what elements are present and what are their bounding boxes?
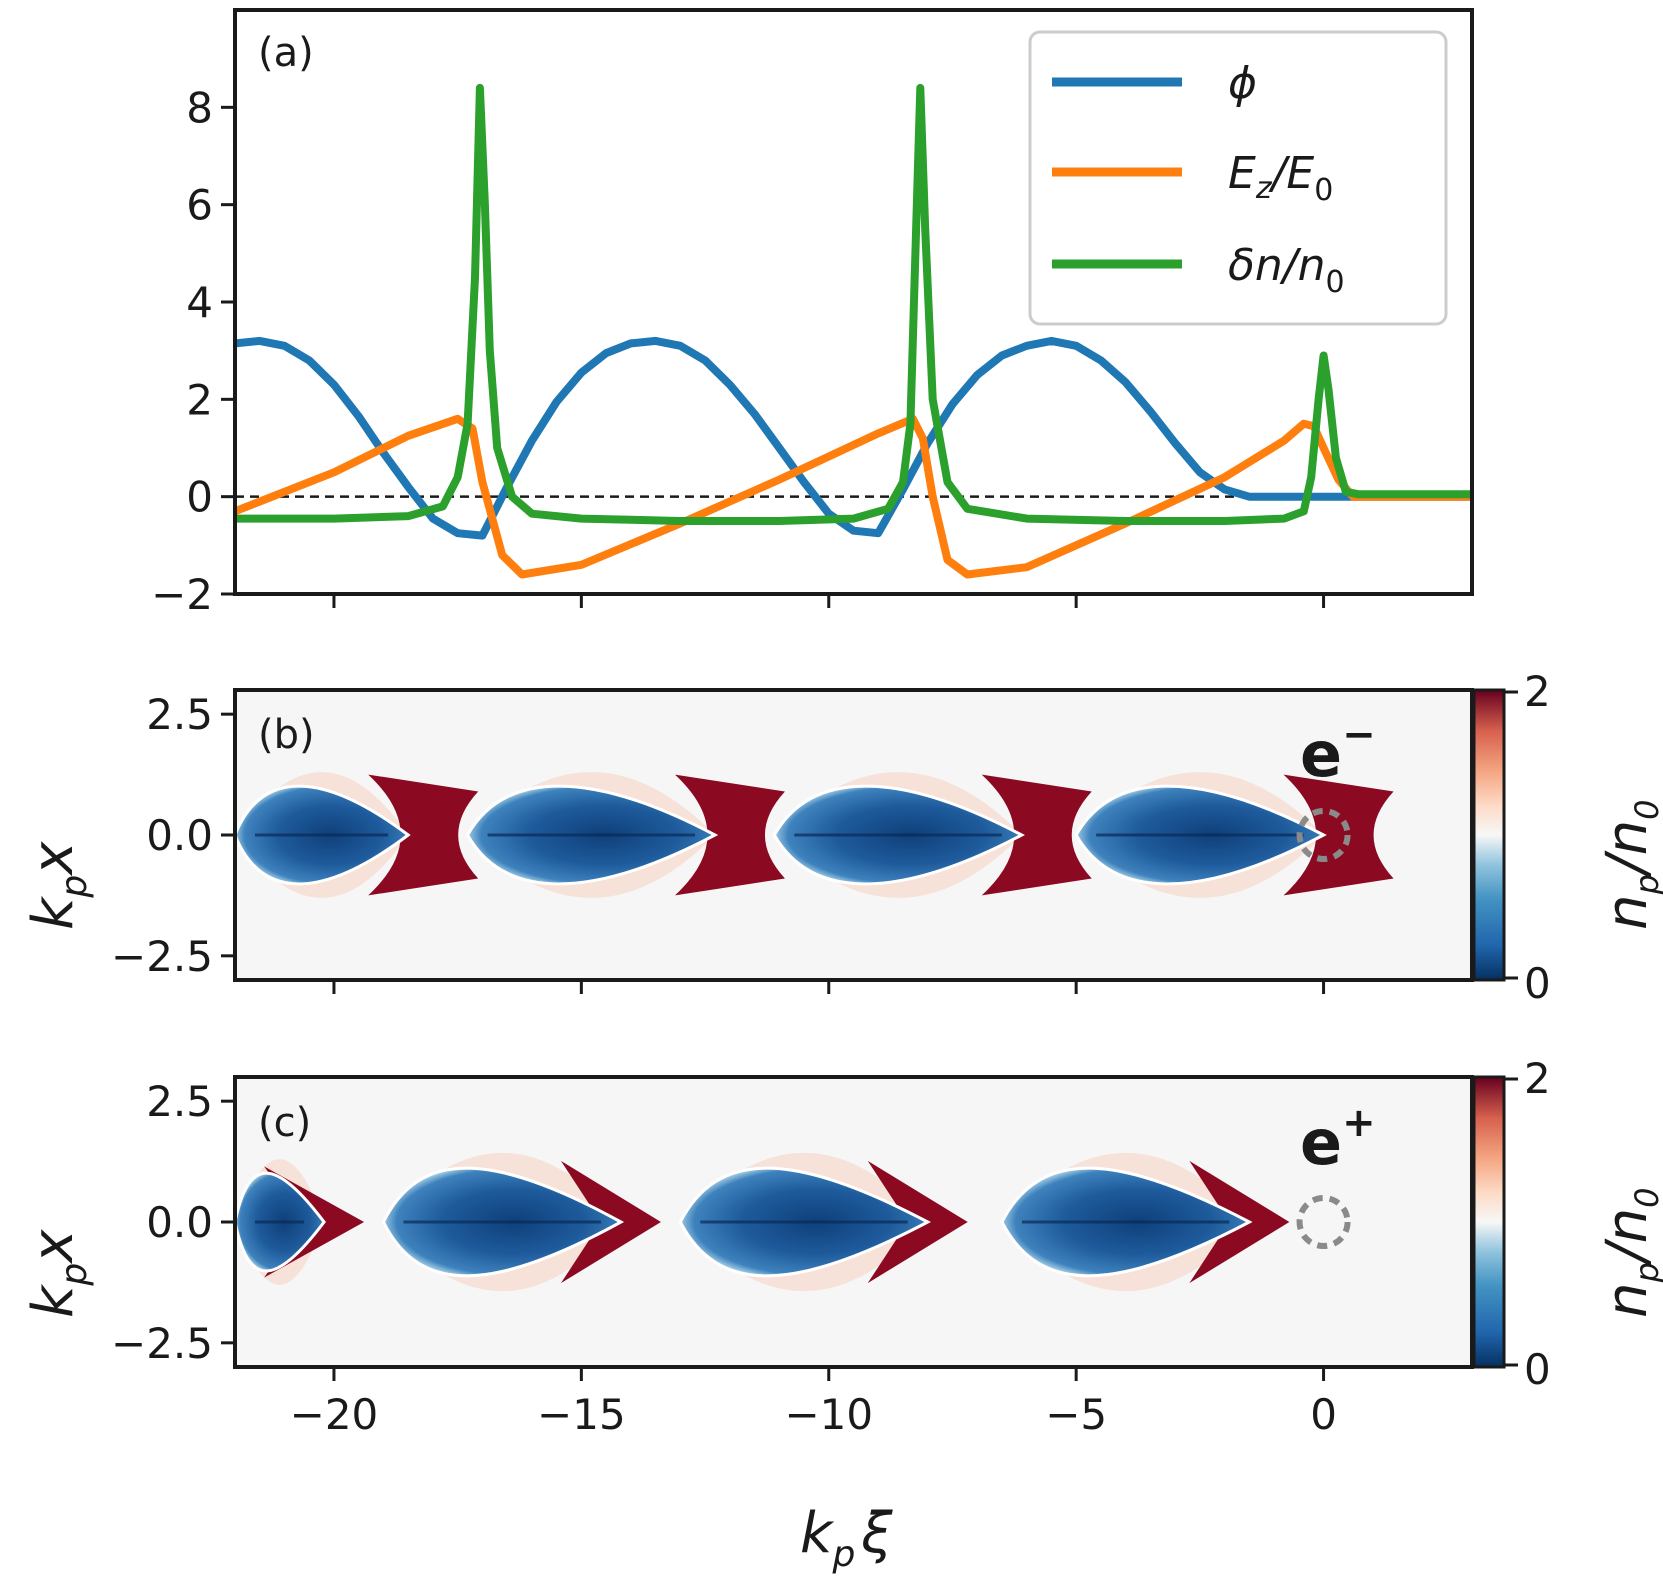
colorbar-b: [1472, 688, 1506, 982]
legend-label-ez: Ez/E0: [1228, 148, 1333, 208]
colorbar-c-label: np/n0: [1595, 1187, 1663, 1318]
species-electron-label: e−: [1300, 712, 1376, 791]
panel-a-ticks: −2 0 2 4 6 8: [151, 83, 1326, 619]
panel-c-xtick-label: −5: [1045, 1390, 1107, 1439]
panel-b-label: (b): [258, 712, 315, 758]
colorbar-c-min: 0: [1524, 1345, 1551, 1394]
legend-label-phi: ϕ: [1228, 58, 1257, 109]
panel-b-sheath-spike: [1283, 774, 1394, 896]
panel-a-ytick-label: 6: [186, 181, 213, 230]
colorbar-b-min: 0: [1524, 959, 1551, 1008]
panel-c-ytick-label: 0.0: [146, 1198, 213, 1247]
legend-label-dn: δn/n0: [1228, 240, 1345, 300]
panel-a-ytick-label: −2: [151, 570, 213, 619]
legend-box: [1028, 30, 1448, 326]
panel-a-ytick-label: 0: [186, 473, 213, 522]
panel-a-label: (a): [258, 30, 314, 76]
panel-a-ytick-label: 2: [186, 375, 213, 424]
panel-b-ytick-label: 0.0: [146, 811, 213, 860]
panel-c-ytick-label: 2.5: [146, 1077, 213, 1126]
panel-b-beam-marker: [1296, 808, 1351, 862]
colorbar-b-label: np/n0: [1595, 799, 1663, 930]
panel-b-sheath-spike: [981, 774, 1092, 896]
panel-a: −2 0 2 4 6 8 (a) ϕ Ez/E0 δn/n0: [151, 8, 1474, 619]
panel-b: 2.5 0.0 −2.5 (b) e− 2 0 np/n0 kpx: [21, 667, 1663, 1008]
panel-b-sheath-spike: [674, 774, 785, 896]
colorbar-c-max: 2: [1524, 1054, 1551, 1103]
panel-c-xtick-label: −20: [290, 1390, 379, 1439]
panel-a-ytick-label: 8: [186, 83, 213, 132]
panel-c-ytick-label: −2.5: [111, 1319, 213, 1368]
panel-c-density-map: [235, 1077, 1472, 1367]
panel-b-sheath-spike: [368, 774, 479, 896]
panel-c-xtick-label: −10: [784, 1390, 873, 1439]
panel-c-beam-marker: [1296, 1195, 1351, 1249]
panel-b-ytick-label: 2.5: [146, 690, 213, 739]
legend: ϕ Ez/E0 δn/n0: [1028, 30, 1448, 326]
panel-c-ylabel: kpx: [21, 1229, 95, 1318]
colorbar-c: [1472, 1075, 1506, 1369]
panel-c: 2.50.0−2.5−20 −15 −10 −5 0 (c) e+ 2 0 np/n0 …: [21, 1054, 1663, 1439]
panel-c-label: (c): [258, 1100, 311, 1146]
colorbar-b-max: 2: [1524, 667, 1551, 716]
panel-b-ticks: 2.5 0.0 −2.5: [111, 690, 1326, 994]
x-axis-label: kp ξ: [800, 1501, 893, 1575]
series-line-dn: [235, 83, 1472, 525]
panel-b-ylabel: kpx: [21, 841, 95, 930]
series-line-phi: [235, 336, 1472, 540]
panel-c-ticks: 2.5 0.0 −2.5 −20 −15 −10 −5 0: [111, 1077, 1337, 1439]
panel-a-ytick-label: 4: [186, 278, 213, 327]
panel-a-plot-area: [235, 83, 1472, 579]
panel-c-xtick-label: −15: [537, 1390, 626, 1439]
panel-b-density-map: [235, 690, 1472, 980]
panel-b-ytick-label: −2.5: [111, 932, 213, 981]
panel-c-xtick-label: 0: [1310, 1390, 1337, 1439]
species-positron-label: e+: [1300, 1100, 1376, 1179]
